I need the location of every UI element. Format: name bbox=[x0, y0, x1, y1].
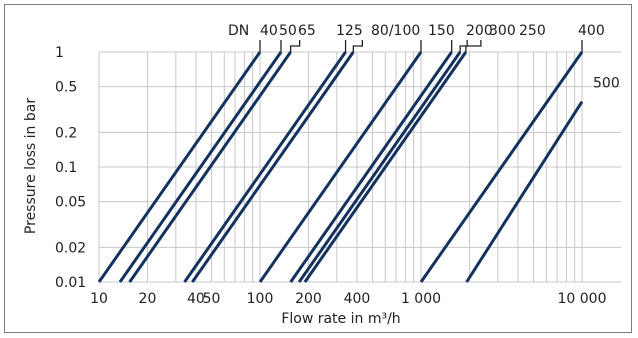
series-line-dn-250 bbox=[303, 51, 468, 283]
y-tick-label: 0.1 bbox=[55, 160, 77, 176]
series-line-dn-125 bbox=[183, 51, 347, 283]
y-tick-label: 0.05 bbox=[55, 195, 86, 211]
series-line-dn-500 bbox=[465, 100, 584, 283]
chart-frame: 10 20 40 50 100 200 400 1 000 10 000 1 0.5 0.2 0.1 0.… bbox=[4, 4, 632, 333]
grid-layer bbox=[98, 51, 621, 283]
y-tick-label: 0.5 bbox=[55, 80, 77, 96]
x-tick-label: 50 bbox=[203, 291, 221, 307]
series-line-dn-80-100 bbox=[191, 51, 355, 283]
x-tick-label: 20 bbox=[139, 291, 157, 307]
x-axis-label: Flow rate in m³/h bbox=[281, 311, 400, 327]
series-line-dn-40 bbox=[97, 51, 262, 283]
y-tick-label: 0.02 bbox=[55, 240, 86, 256]
label-leader-dn-80-100 bbox=[352, 40, 363, 52]
y-tick-label: 0.2 bbox=[55, 125, 77, 141]
series-label-dn-125: 125 bbox=[336, 23, 363, 39]
label-leader-dn-250 bbox=[465, 40, 482, 52]
dn-prefix-label: DN bbox=[228, 23, 249, 39]
series-label-dn-80-100: 80/100 bbox=[371, 23, 420, 39]
series-layer bbox=[97, 51, 584, 283]
x-tick-label: 10 bbox=[90, 291, 108, 307]
x-tick-label: 200 bbox=[295, 291, 322, 307]
x-tick-label: 40 bbox=[187, 291, 205, 307]
label-leader-dn-65 bbox=[289, 40, 301, 52]
series-line-dn-150 bbox=[258, 51, 423, 283]
series-label-dn-500: 500 bbox=[593, 76, 620, 92]
series-label-dn-65: 65 bbox=[298, 23, 316, 39]
series-label-dn-300: 300 bbox=[489, 23, 516, 39]
y-tick-label: 1 bbox=[55, 45, 64, 61]
y-tick-label: 0.01 bbox=[55, 275, 86, 291]
x-tick-label: 400 bbox=[344, 291, 371, 307]
series-line-dn-400 bbox=[419, 51, 584, 283]
x-tick-label: 1 000 bbox=[401, 291, 441, 307]
series-label-dn-50: 50 bbox=[279, 23, 297, 39]
y-axis-label: Pressure loss in bar bbox=[23, 98, 39, 234]
label-leader-dn-300 bbox=[459, 40, 468, 52]
series-line-dn-65 bbox=[128, 51, 292, 283]
series-line-dn-300 bbox=[297, 51, 462, 283]
series-label-dn-200: 200 bbox=[466, 23, 493, 39]
series-label-dn-150: 150 bbox=[428, 23, 455, 39]
series-line-dn-50 bbox=[118, 51, 283, 283]
series-label-dn-250: 250 bbox=[519, 23, 546, 39]
x-tick-label: 100 bbox=[247, 291, 274, 307]
series-label-dn-40: 40 bbox=[260, 23, 278, 39]
series-label-dn-400: 400 bbox=[578, 23, 605, 39]
series-line-dn-200 bbox=[289, 51, 453, 283]
x-tick-label: 10 000 bbox=[558, 291, 607, 307]
